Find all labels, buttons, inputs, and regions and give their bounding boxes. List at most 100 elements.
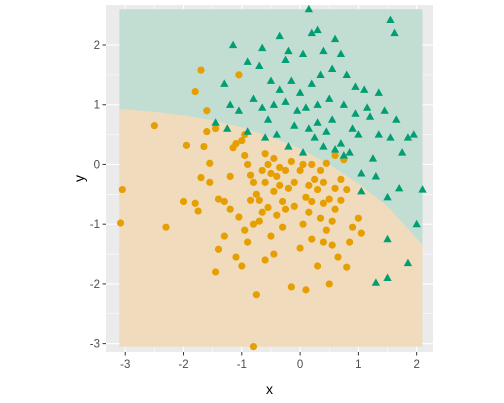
point-orange-circle: [331, 151, 339, 160]
y-axis-title: y: [71, 175, 87, 182]
point-orange-circle: [264, 160, 272, 169]
point-orange-circle: [214, 195, 223, 203]
point-green-triangle: [374, 130, 383, 138]
point-orange-circle: [281, 205, 290, 213]
point-green-triangle: [390, 28, 399, 37]
point-green-triangle: [412, 219, 421, 228]
point-orange-circle: [270, 250, 278, 258]
x-tick-label: -2: [178, 359, 188, 371]
point-green-triangle: [357, 186, 366, 195]
point-orange-circle: [252, 291, 260, 299]
point-green-triangle: [418, 185, 427, 193]
point-green-triangle: [228, 40, 238, 49]
point-green-triangle: [351, 109, 360, 117]
point-orange-circle: [203, 128, 211, 136]
point-green-triangle: [272, 130, 281, 138]
point-orange-circle: [322, 159, 330, 167]
point-green-triangle: [365, 112, 375, 120]
point-green-triangle: [287, 76, 296, 84]
point-orange-circle: [200, 142, 208, 151]
point-orange-circle: [220, 197, 228, 206]
point-green-triangle: [386, 133, 395, 141]
point-orange-circle: [249, 178, 258, 186]
point-green-triangle: [371, 278, 381, 286]
point-green-triangle: [330, 34, 340, 43]
region-orange: [119, 108, 423, 347]
point-green-triangle: [336, 139, 346, 147]
point-green-triangle: [281, 97, 290, 105]
point-orange-circle: [194, 207, 202, 215]
point-orange-circle: [313, 185, 322, 194]
point-green-triangle: [354, 130, 363, 138]
point-orange-circle: [255, 196, 263, 204]
point-orange-circle: [322, 226, 330, 234]
point-green-triangle: [351, 82, 360, 90]
point-green-triangle: [360, 85, 369, 93]
point-green-triangle: [275, 85, 284, 93]
point-orange-circle: [316, 214, 325, 222]
point-orange-circle: [241, 226, 249, 234]
point-orange-circle: [276, 181, 284, 189]
point-green-triangle: [258, 103, 267, 111]
point-orange-circle: [182, 141, 191, 149]
point-orange-circle: [328, 217, 336, 225]
point-green-triangle: [249, 94, 258, 102]
point-green-triangle: [336, 49, 346, 58]
point-orange-circle: [244, 160, 252, 169]
point-orange-circle: [273, 211, 281, 219]
point-orange-circle: [346, 238, 354, 246]
y-tick-label: 0: [94, 159, 100, 171]
point-orange-circle: [319, 238, 328, 246]
point-green-triangle: [220, 79, 229, 87]
x-tick-label: 1: [355, 359, 361, 371]
point-orange-circle: [258, 208, 266, 216]
point-green-triangle: [243, 127, 252, 135]
decision-regions: [119, 9, 423, 347]
point-orange-circle: [313, 262, 322, 270]
point-green-triangle: [304, 4, 314, 13]
point-orange-circle: [270, 187, 278, 195]
y-tick-label: -3: [90, 339, 100, 351]
point-orange-circle: [308, 197, 316, 206]
point-orange-circle: [325, 280, 333, 288]
point-green-triangle: [345, 148, 354, 156]
point-orange-circle: [281, 166, 290, 175]
point-green-triangle: [403, 258, 413, 267]
point-orange-circle: [258, 166, 266, 175]
y-tick-label: 1: [94, 100, 100, 112]
point-orange-circle: [197, 66, 205, 74]
point-orange-circle: [238, 262, 246, 270]
point-green-triangle: [392, 115, 401, 123]
point-orange-circle: [302, 193, 310, 201]
point-orange-circle: [191, 199, 199, 207]
point-green-triangle: [313, 118, 322, 126]
point-green-triangle: [284, 142, 293, 150]
point-green-triangle: [362, 103, 372, 111]
y-axis-ticks: -3 -2 -1 0 1 2: [90, 40, 106, 351]
point-orange-circle: [232, 253, 240, 261]
point-orange-circle: [211, 268, 220, 276]
point-orange-circle: [249, 220, 258, 228]
point-green-triangle: [397, 148, 407, 156]
point-green-triangle: [304, 124, 314, 132]
point-green-triangle: [348, 124, 357, 132]
point-orange-circle: [261, 150, 269, 158]
point-orange-circle: [299, 160, 307, 169]
point-orange-circle: [299, 220, 307, 228]
point-orange-circle: [302, 286, 310, 294]
point-green-triangle: [339, 151, 348, 159]
point-orange-circle: [267, 232, 275, 240]
point-green-triangle: [301, 103, 311, 111]
point-orange-circle: [235, 213, 243, 221]
point-orange-circle: [246, 171, 255, 179]
x-tick-label: -3: [120, 359, 130, 371]
point-orange-circle: [305, 208, 313, 216]
point-green-triangle: [319, 142, 328, 150]
point-orange-circle: [337, 196, 345, 204]
point-orange-circle: [252, 190, 260, 198]
point-orange-circle: [337, 175, 345, 183]
point-orange-circle: [319, 199, 328, 207]
point-green-triangle: [234, 106, 244, 114]
point-orange-circle: [343, 263, 351, 271]
point-orange-circle: [179, 197, 188, 206]
